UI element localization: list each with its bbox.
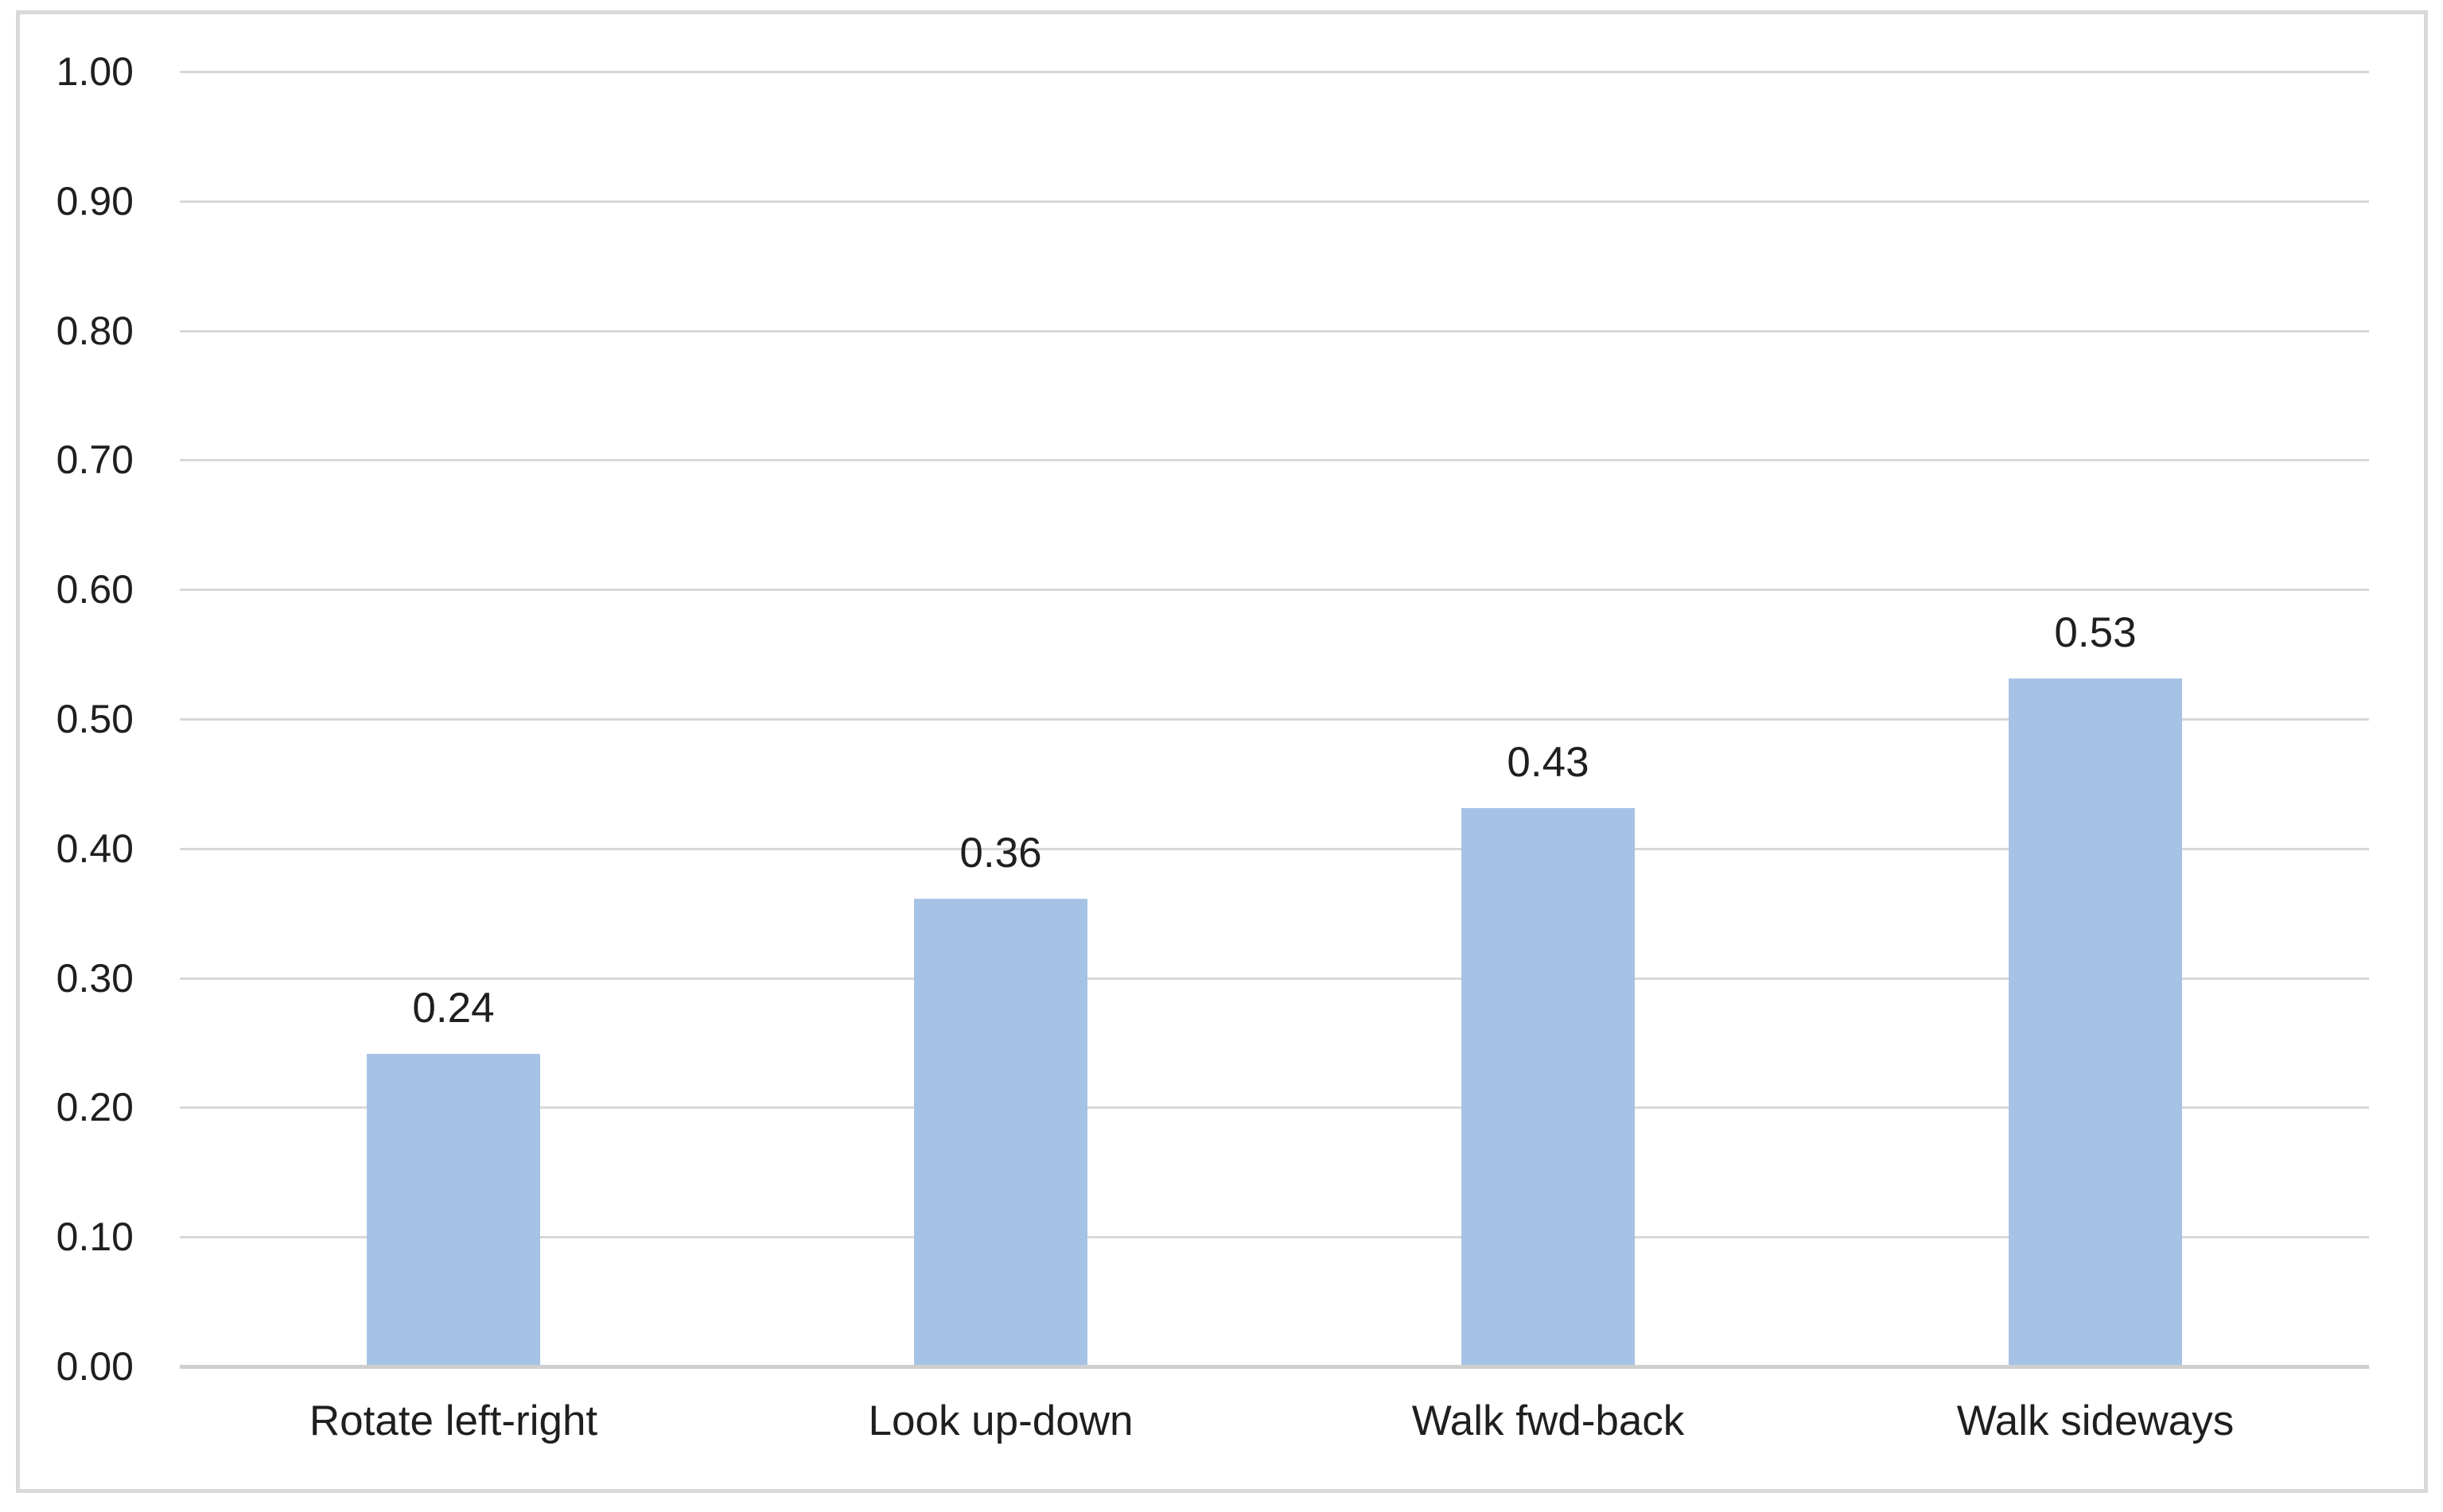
y-tick-label: 0.40 xyxy=(56,826,134,871)
y-tick-label: 1.00 xyxy=(56,49,134,94)
data-label: 0.36 xyxy=(959,830,1042,876)
y-gridline xyxy=(180,329,2369,332)
data-label: 0.43 xyxy=(1507,739,1589,786)
category-label: Walk fwd-back xyxy=(1411,1397,1685,1444)
category-label: Look up-down xyxy=(868,1397,1134,1444)
bar-look-up-down xyxy=(914,899,1087,1365)
data-label: 0.53 xyxy=(2054,609,2137,656)
y-gridline xyxy=(180,1106,2369,1110)
y-tick-label: 0.60 xyxy=(56,567,134,612)
y-gridline xyxy=(180,977,2369,980)
y-gridline xyxy=(180,459,2369,462)
data-label: 0.24 xyxy=(412,985,495,1032)
y-tick-label: 0.70 xyxy=(56,437,134,483)
category-label: Rotate left-right xyxy=(309,1397,598,1444)
y-gridline xyxy=(180,1236,2369,1239)
y-tick-label: 0.30 xyxy=(56,955,134,1001)
bar-walk-sideways xyxy=(2009,678,2182,1365)
bar-walk-fwd-back xyxy=(1461,808,1635,1365)
y-tick-label: 0.50 xyxy=(56,697,134,741)
y-tick-label: 0.20 xyxy=(56,1085,134,1130)
x-axis-baseline xyxy=(180,1365,2369,1369)
y-tick-label: 0.80 xyxy=(56,308,134,353)
category-label: Walk sideways xyxy=(1956,1397,2235,1444)
y-gridline xyxy=(180,847,2369,850)
y-gridline xyxy=(180,200,2369,203)
bar-rotate-left-right xyxy=(367,1054,540,1365)
y-gridline xyxy=(180,589,2369,592)
y-tick-label: 0.10 xyxy=(56,1215,134,1260)
y-tick-label: 0.00 xyxy=(56,1344,134,1389)
chart-border-frame xyxy=(16,10,2428,1493)
y-gridline xyxy=(180,718,2369,721)
y-tick-label: 0.90 xyxy=(56,178,134,223)
y-gridline xyxy=(180,71,2369,73)
